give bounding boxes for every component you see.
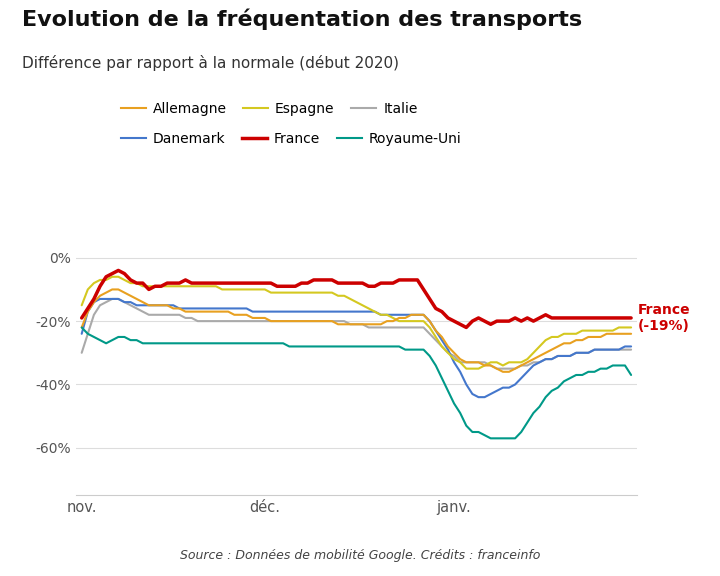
- Text: Source : Données de mobilité Google. Crédits : franceinfo: Source : Données de mobilité Google. Cré…: [180, 548, 540, 562]
- Text: Evolution de la fréquentation des transports: Evolution de la fréquentation des transp…: [22, 9, 582, 30]
- Text: France
(-19%): France (-19%): [638, 303, 690, 333]
- Legend: Danemark, France, Royaume-Uni: Danemark, France, Royaume-Uni: [115, 126, 467, 151]
- Legend: Allemagne, Espagne, Italie: Allemagne, Espagne, Italie: [115, 96, 423, 122]
- Text: Différence par rapport à la normale (début 2020): Différence par rapport à la normale (déb…: [22, 55, 399, 71]
